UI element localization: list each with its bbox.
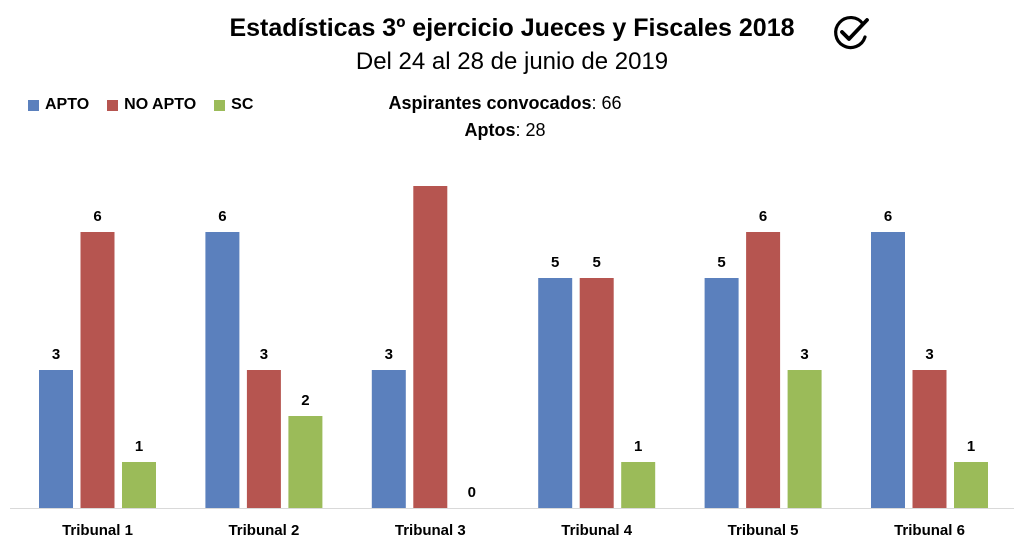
summary-info: Aspirantes convocados: 66 Aptos: 28 xyxy=(0,90,1010,144)
data-label: 0 xyxy=(468,484,476,501)
data-label: 3 xyxy=(52,346,60,363)
data-label: 6 xyxy=(93,208,101,225)
bar-sc-4 xyxy=(621,462,656,508)
bar-no-apto-5 xyxy=(746,232,781,508)
legend-swatch xyxy=(214,99,226,111)
data-label: 3 xyxy=(260,346,268,363)
aptos-line: Aptos: 28 xyxy=(0,117,1010,144)
convocados-value: : 66 xyxy=(591,93,622,113)
x-tick-label: Tribunal 3 xyxy=(395,522,466,539)
convocados-line: Aspirantes convocados: 66 xyxy=(0,90,1010,117)
legend-label: SC xyxy=(231,96,254,113)
bar-apto-5 xyxy=(704,278,739,508)
data-label: 6 xyxy=(759,208,767,225)
data-label: 1 xyxy=(634,438,642,455)
x-tick-label: Tribunal 5 xyxy=(728,522,799,539)
data-label: 6 xyxy=(884,208,892,225)
legend: APTO NO APTO SC xyxy=(28,96,253,114)
legend-label: NO APTO xyxy=(124,96,197,113)
legend-item-sc: SC xyxy=(214,96,253,114)
chart-subtitle: Del 24 al 28 de junio de 2019 xyxy=(355,48,669,75)
bar-no-apto-1 xyxy=(80,232,115,508)
bar-sc-1 xyxy=(122,462,156,508)
bar-apto-3 xyxy=(371,370,406,508)
chart-title: Estadísticas 3º ejercicio Jueces y Fisca… xyxy=(229,14,795,42)
data-label: 5 xyxy=(551,254,559,271)
check-circle-icon xyxy=(834,16,869,50)
data-label: 6 xyxy=(218,208,226,225)
bar-sc-2 xyxy=(288,416,323,508)
bar-apto-6 xyxy=(871,232,905,508)
convocados-label: Aspirantes convocados xyxy=(388,93,592,113)
data-label: 5 xyxy=(593,254,601,271)
legend-item-apto: APTO xyxy=(28,96,89,114)
x-tick-label: Tribunal 2 xyxy=(228,522,299,539)
aptos-value: : 28 xyxy=(515,120,546,140)
bar-no-apto-6 xyxy=(912,370,947,508)
legend-swatch xyxy=(28,99,39,111)
aptos-label: Aptos xyxy=(464,120,516,140)
bar-apto-4 xyxy=(538,278,573,508)
bar-no-apto-3 xyxy=(413,186,448,508)
bar-apto-1 xyxy=(39,370,73,508)
data-label: 3 xyxy=(385,346,393,363)
x-tick-label: Tribunal 6 xyxy=(894,522,965,539)
data-label: 1 xyxy=(967,438,975,455)
data-label: 5 xyxy=(717,254,725,271)
x-tick-label: Tribunal 4 xyxy=(561,522,633,539)
x-tick-label: Tribunal 1 xyxy=(62,522,133,539)
legend-swatch xyxy=(107,99,119,111)
data-label: 2 xyxy=(301,392,309,409)
bar-sc-5 xyxy=(787,370,822,508)
legend-item-no-apto: NO APTO xyxy=(107,96,196,114)
data-label: 3 xyxy=(925,346,933,363)
legend-label: APTO xyxy=(45,96,90,113)
bar-no-apto-4 xyxy=(579,278,614,508)
bar-apto-2 xyxy=(205,232,240,508)
bar-no-apto-2 xyxy=(246,370,281,508)
bar-sc-6 xyxy=(954,462,988,508)
data-label: 1 xyxy=(135,438,143,455)
data-label: 3 xyxy=(800,346,808,363)
